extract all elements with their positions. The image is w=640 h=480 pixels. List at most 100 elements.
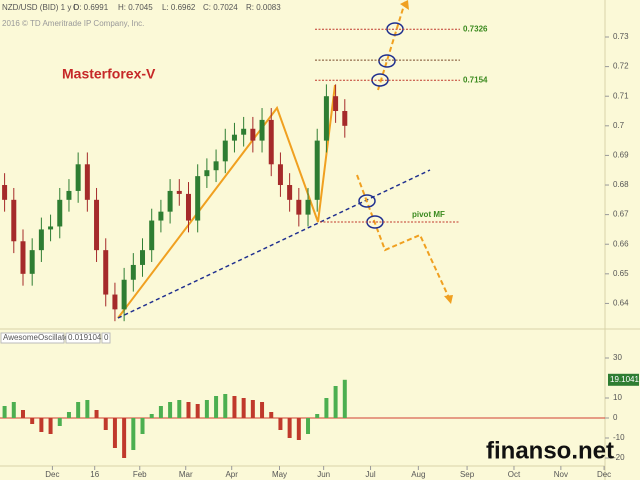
- osc-y-tick-label: -10: [613, 433, 625, 442]
- osc-bar: [324, 398, 329, 418]
- osc-y-tick-label: -20: [613, 453, 625, 462]
- level-label: 0.7154: [463, 75, 488, 84]
- candle-body: [11, 199, 17, 242]
- osc-bar: [241, 398, 246, 418]
- osc-bar: [315, 414, 320, 418]
- osc-bar: [204, 400, 209, 418]
- candle-body: [167, 190, 173, 212]
- annotation: Masterforex-V: [62, 66, 156, 82]
- candle-body: [84, 164, 90, 200]
- candle-body: [342, 111, 348, 126]
- osc-y-tick-label: 0: [613, 413, 618, 422]
- candle-body: [48, 226, 54, 230]
- osc-bar: [103, 418, 108, 430]
- open-value: O: 0.6991: [73, 3, 109, 12]
- value-badge-label: 19.1041: [610, 375, 639, 384]
- x-tick-label: May: [272, 470, 287, 479]
- range-value: R: 0.0083: [246, 3, 281, 12]
- y-tick-label: 0.7: [613, 121, 625, 130]
- osc-bar: [342, 379, 347, 418]
- candle-body: [305, 199, 311, 215]
- osc-bar: [57, 418, 62, 426]
- candle-body: [149, 220, 155, 251]
- osc-bar: [177, 400, 182, 418]
- forecast-up: [377, 1, 406, 91]
- osc-bar: [158, 406, 163, 418]
- osc-bar: [131, 418, 136, 450]
- candle-body: [57, 199, 63, 227]
- osc-bar: [278, 418, 283, 430]
- close-value: C: 0.7024: [203, 3, 238, 12]
- x-tick-label: Jul: [365, 470, 375, 479]
- candle-body: [222, 140, 228, 162]
- osc-bar: [250, 400, 255, 418]
- x-tick-label: Apr: [225, 470, 238, 479]
- osc-bar: [140, 418, 145, 434]
- candle-body: [176, 190, 182, 194]
- candle-body: [29, 250, 35, 274]
- candle-body: [38, 229, 44, 251]
- candle-body: [333, 96, 339, 112]
- osc-bar: [260, 402, 265, 418]
- candle-body: [75, 164, 81, 191]
- osc-bar: [269, 412, 274, 418]
- candle-body: [241, 128, 247, 135]
- y-tick-label: 0.66: [613, 239, 629, 248]
- candle-body: [323, 96, 329, 141]
- candle-body: [314, 140, 320, 200]
- x-tick-label: Jun: [317, 470, 330, 479]
- candle-body: [296, 199, 302, 215]
- candle-body: [140, 250, 146, 265]
- candle-body: [287, 185, 293, 200]
- x-tick-label: Sep: [460, 470, 475, 479]
- candle-body: [130, 264, 136, 280]
- candle-body: [204, 170, 210, 177]
- candle-body: [259, 119, 265, 141]
- y-tick-label: 0.72: [613, 62, 629, 71]
- y-tick-label: 0.68: [613, 180, 629, 189]
- x-tick-label: Feb: [133, 470, 147, 479]
- osc-bar: [39, 418, 44, 432]
- x-tick-label: Oct: [508, 470, 521, 479]
- x-tick-label: 16: [90, 470, 99, 479]
- osc-bar: [94, 410, 99, 418]
- y-tick-label: 0.71: [613, 91, 629, 100]
- x-tick-label: Mar: [179, 470, 193, 479]
- target-circle: [358, 194, 376, 208]
- candle-body: [20, 241, 26, 274]
- osc-bar: [85, 400, 90, 418]
- osc-bar: [232, 396, 237, 418]
- osc-y-tick-label: 30: [613, 353, 622, 362]
- trend-line: [117, 169, 431, 319]
- osc-bar: [306, 418, 311, 434]
- x-tick-label: Dec: [45, 470, 59, 479]
- oscillator-header-box: [101, 332, 111, 344]
- x-tick-label: Dec: [597, 470, 611, 479]
- osc-bar: [186, 402, 191, 418]
- candle-body: [231, 134, 237, 141]
- copyright: 2016 © TD Ameritrade IP Company, Inc.: [2, 19, 144, 28]
- arrow-head: [444, 295, 453, 304]
- watermark: finanso.net: [486, 437, 614, 464]
- pivot-label: pivot MF: [412, 210, 445, 219]
- candle-body: [112, 294, 118, 310]
- candle-body: [213, 161, 219, 171]
- candle-body: [195, 176, 201, 221]
- level-label: 0.7326: [463, 24, 488, 33]
- candle-body: [103, 250, 109, 295]
- oscillator-header-box: [65, 332, 101, 344]
- x-tick-label: Nov: [554, 470, 568, 479]
- osc-bar: [20, 410, 25, 418]
- y-tick-label: 0.67: [613, 210, 629, 219]
- candle-body: [250, 128, 256, 141]
- osc-bar: [66, 412, 71, 418]
- osc-bar: [223, 394, 228, 418]
- symbol: NZD/USD (BID) 1 y D: [2, 3, 80, 12]
- osc-bar: [112, 418, 117, 448]
- osc-bar: [296, 418, 301, 440]
- oscillator-header: AwesomeOscillator: [3, 333, 72, 342]
- x-tick-label: Aug: [411, 470, 425, 479]
- osc-bar: [149, 414, 154, 418]
- value-badge: [608, 373, 639, 386]
- candle-body: [121, 279, 127, 310]
